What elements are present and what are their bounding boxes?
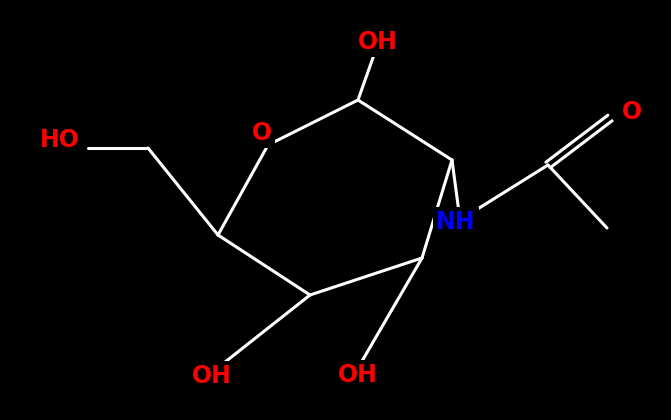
Text: OH: OH <box>192 364 232 388</box>
Text: HO: HO <box>40 128 80 152</box>
Text: O: O <box>252 121 272 145</box>
Text: OH: OH <box>338 363 378 387</box>
Text: OH: OH <box>358 30 398 54</box>
Text: O: O <box>622 100 642 124</box>
Text: NH: NH <box>436 210 476 234</box>
